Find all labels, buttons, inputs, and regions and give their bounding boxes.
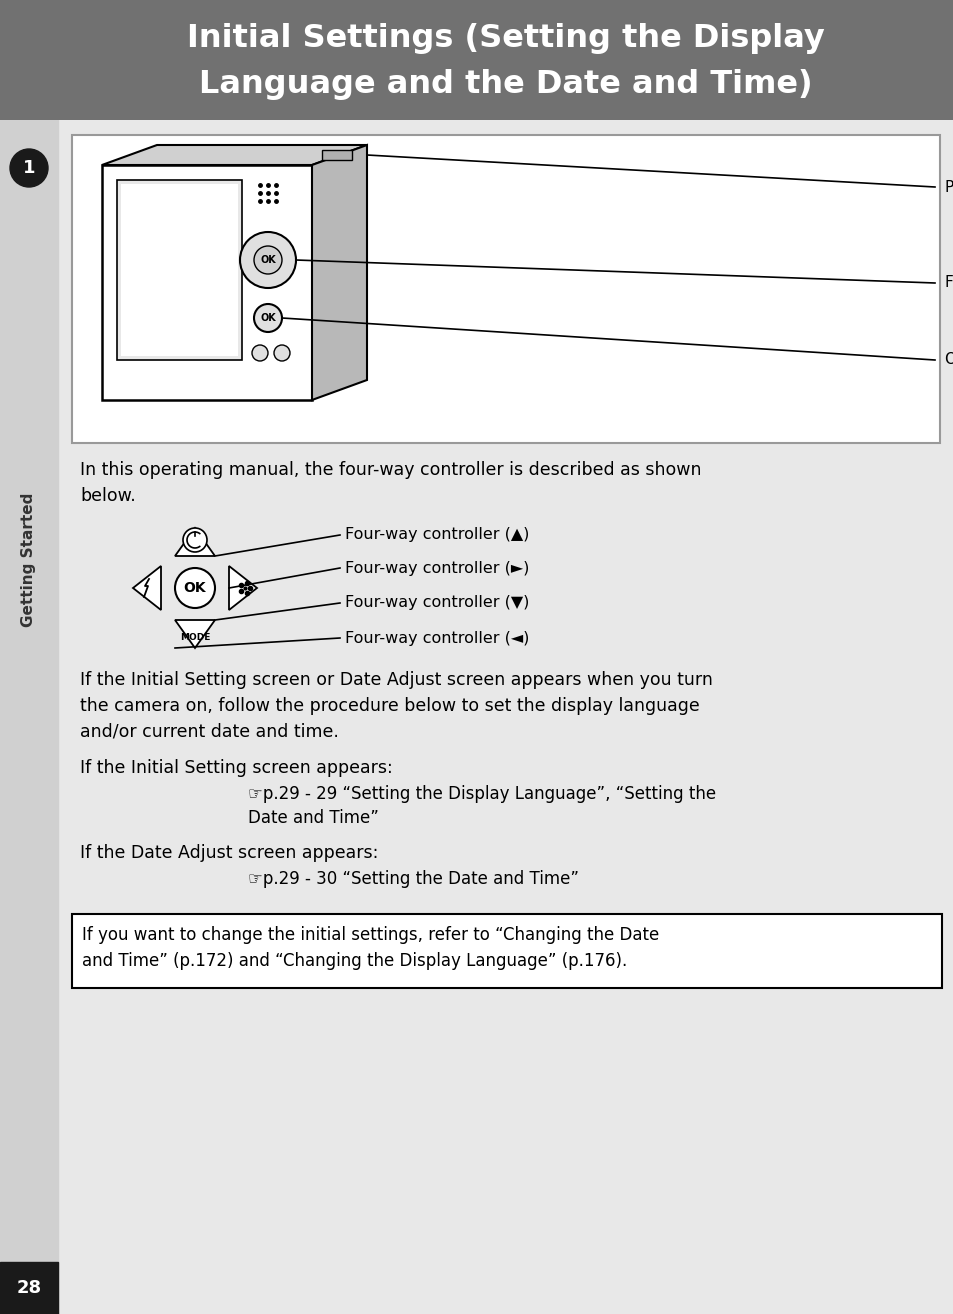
Text: Initial Settings (Setting the Display: Initial Settings (Setting the Display [187,22,824,54]
Text: OK: OK [184,581,206,595]
Text: MODE: MODE [179,633,210,643]
Text: Language and the Date and Time): Language and the Date and Time) [199,70,812,100]
Text: the camera on, follow the procedure below to set the display language: the camera on, follow the procedure belo… [80,696,699,715]
Text: If the Date Adjust screen appears:: If the Date Adjust screen appears: [80,844,378,862]
Bar [322,150,352,160]
Bar [117,180,242,360]
Text: Four-way controller (◄): Four-way controller (◄) [345,631,529,645]
Polygon shape [102,145,367,166]
Circle shape [240,233,295,288]
Bar [121,184,237,356]
Text: 28: 28 [16,1279,42,1297]
Text: Getting Started: Getting Started [22,493,36,627]
Bar [71,915,941,988]
Polygon shape [174,620,214,648]
Bar [0,0,953,120]
Circle shape [252,346,268,361]
Polygon shape [132,566,161,610]
Text: If the Initial Setting screen or Date Adjust screen appears when you turn: If the Initial Setting screen or Date Ad… [80,671,712,689]
Text: ☞p.29 - 30 “Setting the Date and Time”: ☞p.29 - 30 “Setting the Date and Time” [248,870,578,888]
Bar [0,1261,58,1314]
Text: Date and Time”: Date and Time” [248,809,378,827]
Text: Four-way controller (▲): Four-way controller (▲) [345,527,529,543]
Circle shape [10,148,48,187]
Circle shape [174,568,214,608]
Circle shape [253,304,282,332]
Text: Four-way controller (▼): Four-way controller (▼) [345,595,529,611]
Text: 1: 1 [23,159,35,177]
Circle shape [274,346,290,361]
Text: OK button: OK button [944,352,953,368]
Text: OK: OK [260,255,275,265]
Text: and/or current date and time.: and/or current date and time. [80,723,338,741]
Text: If you want to change the initial settings, refer to “Changing the Date: If you want to change the initial settin… [82,926,659,943]
Polygon shape [174,528,214,556]
Text: If the Initial Setting screen appears:: If the Initial Setting screen appears: [80,759,393,777]
Bar [71,135,939,443]
Text: ☞p.29 - 29 “Setting the Display Language”, “Setting the: ☞p.29 - 29 “Setting the Display Language… [248,784,716,803]
Text: Four-way controller (►): Four-way controller (►) [345,561,529,576]
Circle shape [183,528,207,552]
Circle shape [253,246,282,275]
Text: OK: OK [260,313,275,323]
Text: below.: below. [80,487,135,505]
Text: Power switch: Power switch [944,180,953,194]
Polygon shape [312,145,367,399]
Polygon shape [229,566,256,610]
Bar [0,0,58,1314]
Polygon shape [102,166,312,399]
Text: and Time” (p.172) and “Changing the Display Language” (p.176).: and Time” (p.172) and “Changing the Disp… [82,953,626,970]
Text: In this operating manual, the four-way controller is described as shown: In this operating manual, the four-way c… [80,461,700,480]
Text: Four-way controller: Four-way controller [944,276,953,290]
